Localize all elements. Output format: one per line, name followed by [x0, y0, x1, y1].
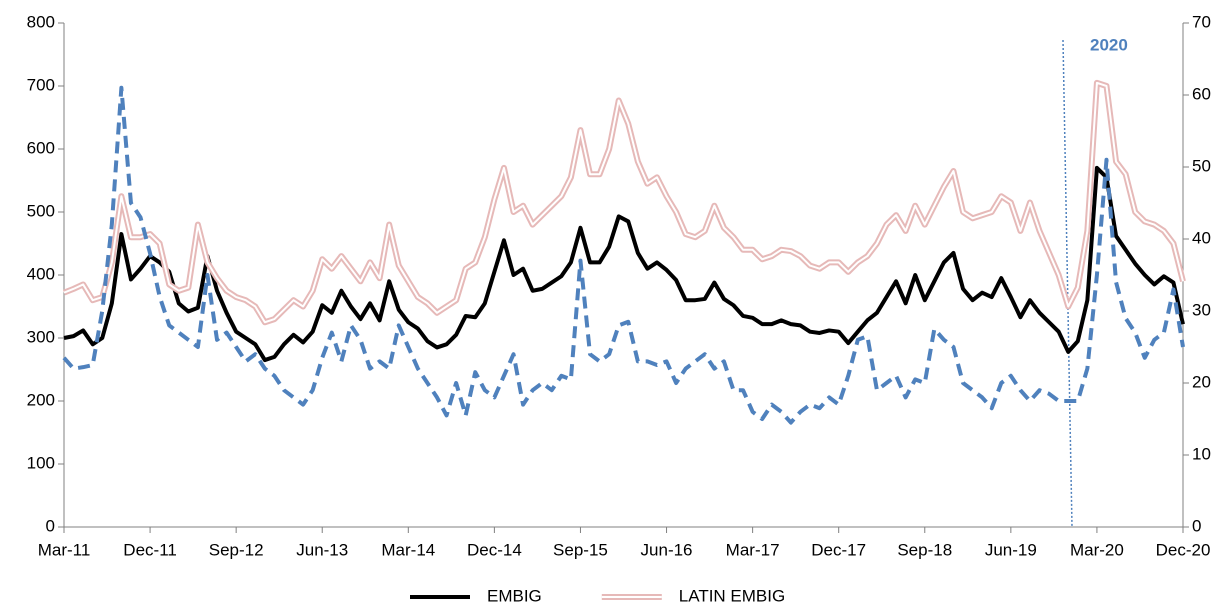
x-tick-label: Jun-19	[985, 540, 1037, 559]
y2-tick-label: 70	[1192, 12, 1211, 31]
y-tick-label: 400	[27, 264, 55, 283]
y-tick-label: 500	[27, 201, 55, 220]
x-tick-label: Dec-11	[123, 540, 177, 559]
annotation: 2020	[1090, 35, 1128, 54]
y-tick-label: 800	[27, 12, 55, 31]
x-tick-label: Mar-14	[381, 540, 435, 559]
x-tick-label: Jun-13	[296, 540, 348, 559]
x-tick-label: Sep-12	[209, 540, 264, 559]
y2-tick-label: 10	[1192, 444, 1211, 463]
series-line	[62, 85, 1185, 425]
x-tick-label: Jun-16	[641, 540, 693, 559]
series-line-core	[63, 81, 1184, 324]
y-tick-label: 100	[27, 453, 55, 472]
y-tick-label: 0	[46, 516, 55, 535]
y-tick-label: 200	[27, 390, 55, 409]
y2-tick-label: 60	[1192, 84, 1211, 103]
series-line	[63, 165, 1185, 363]
y-tick-label: 700	[27, 75, 55, 94]
x-tick-label: Mar-20	[1070, 540, 1124, 559]
event-marker	[1062, 39, 1073, 528]
x-tick-label: Dec-14	[467, 540, 522, 559]
y2-tick-label: 20	[1192, 372, 1211, 391]
legend-label: EMBIG	[487, 586, 542, 605]
x-tick-label: Mar-11	[38, 540, 91, 559]
y2-tick-label: 30	[1192, 300, 1211, 319]
x-tick-label: Sep-18	[897, 540, 952, 559]
legend-label: LATIN EMBIG	[679, 586, 785, 605]
y2-tick-label: 0	[1192, 516, 1201, 535]
series-line	[62, 79, 1186, 326]
x-tick-label: Dec-17	[811, 540, 866, 559]
y2-tick-label: 50	[1192, 156, 1211, 175]
x-tick-label: Dec-20	[1156, 540, 1211, 559]
y-tick-label: 600	[27, 138, 55, 157]
x-tick-label: Sep-15	[553, 540, 608, 559]
y2-tick-label: 40	[1192, 228, 1211, 247]
y-tick-label: 300	[27, 327, 55, 346]
x-tick-label: Mar-17	[726, 540, 780, 559]
